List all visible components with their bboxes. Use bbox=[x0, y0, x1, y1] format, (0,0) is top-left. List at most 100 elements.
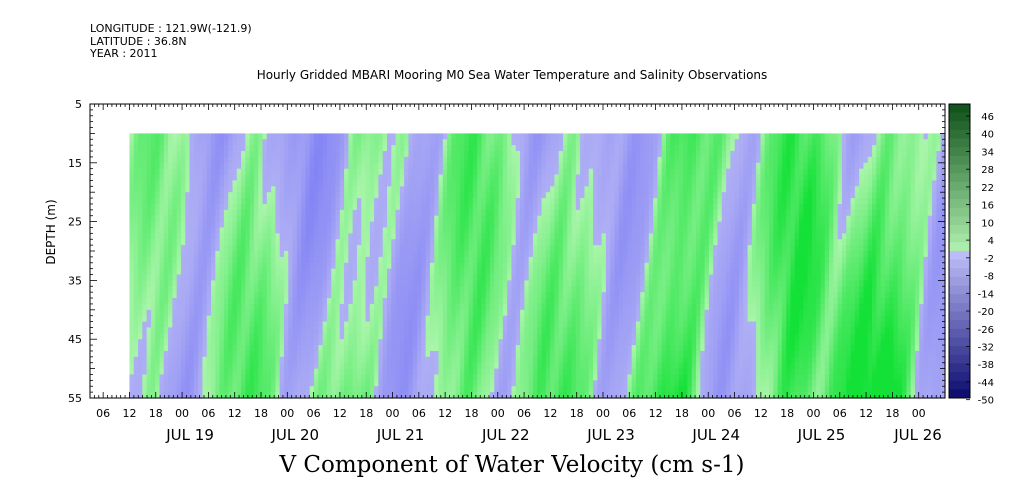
heatmap-cell bbox=[468, 315, 474, 323]
heatmap-cell bbox=[211, 215, 216, 223]
heatmap-cell bbox=[425, 327, 431, 334]
heatmap-cell bbox=[472, 221, 478, 229]
heatmap-cell bbox=[562, 303, 568, 311]
heatmap-cell bbox=[339, 256, 345, 264]
heatmap-cell bbox=[429, 256, 435, 264]
heatmap-cell bbox=[507, 315, 513, 323]
heatmap-cell bbox=[498, 133, 504, 140]
heatmap-cell bbox=[550, 227, 555, 234]
heatmap-cell bbox=[442, 180, 448, 187]
heatmap-cell bbox=[554, 198, 560, 205]
heatmap-cell bbox=[425, 274, 431, 281]
heatmap-cell bbox=[155, 251, 161, 258]
heatmap-cell bbox=[404, 233, 410, 240]
heatmap-cell bbox=[185, 292, 191, 299]
heatmap-cell bbox=[305, 251, 311, 258]
heatmap-cell bbox=[361, 362, 367, 370]
heatmap-cell bbox=[395, 186, 401, 193]
heatmap-cell bbox=[511, 168, 517, 176]
heatmap-cell bbox=[567, 215, 573, 223]
heatmap-cell bbox=[494, 174, 500, 182]
heatmap-cell bbox=[249, 145, 255, 152]
heatmap-cell bbox=[271, 268, 276, 276]
heatmap-cell bbox=[562, 333, 568, 340]
heatmap-cell bbox=[129, 321, 135, 329]
heatmap-cell bbox=[391, 374, 397, 381]
heatmap-cell bbox=[507, 203, 513, 211]
heatmap-cell bbox=[344, 309, 349, 317]
heatmap-cell bbox=[382, 227, 388, 234]
heatmap-cell bbox=[472, 392, 478, 399]
heatmap-cell bbox=[395, 333, 401, 340]
heatmap-cell bbox=[202, 180, 208, 187]
heatmap-cell bbox=[511, 198, 517, 205]
heatmap-cell bbox=[266, 321, 272, 329]
heatmap-cell bbox=[275, 256, 281, 264]
heatmap-cell bbox=[442, 198, 448, 205]
heatmap-cell bbox=[421, 368, 427, 376]
heatmap-cell bbox=[545, 162, 551, 170]
heatmap-cell bbox=[575, 192, 581, 199]
heatmap-cell bbox=[326, 174, 332, 182]
heatmap-cell bbox=[515, 168, 521, 176]
heatmap-cell bbox=[571, 233, 577, 240]
heatmap-cell bbox=[150, 133, 156, 140]
heatmap-cell bbox=[584, 192, 590, 199]
heatmap-cell bbox=[318, 203, 324, 211]
heatmap-cell bbox=[451, 374, 457, 381]
heatmap-cell bbox=[562, 192, 568, 199]
heatmap-cell bbox=[185, 133, 191, 140]
heatmap-cell bbox=[215, 333, 221, 340]
heatmap-cell bbox=[142, 151, 148, 158]
heatmap-cell bbox=[365, 362, 371, 370]
heatmap-cell bbox=[344, 239, 349, 246]
heatmap-cell bbox=[434, 133, 440, 140]
heatmap-cell bbox=[468, 321, 474, 329]
heatmap-cell bbox=[541, 151, 547, 158]
heatmap-cell bbox=[404, 321, 410, 329]
heatmap-cell bbox=[464, 345, 470, 352]
heatmap-cell bbox=[532, 333, 538, 340]
heatmap-cell bbox=[562, 215, 568, 223]
heatmap-cell bbox=[399, 215, 405, 223]
heatmap-cell bbox=[189, 256, 195, 264]
heatmap-cell bbox=[314, 239, 319, 246]
heatmap-cell bbox=[575, 356, 581, 364]
heatmap-cell bbox=[472, 262, 478, 270]
heatmap-cell bbox=[464, 280, 470, 287]
heatmap-cell bbox=[223, 251, 229, 258]
heatmap-cell bbox=[301, 298, 307, 305]
heatmap-cell bbox=[142, 292, 148, 299]
heatmap-cell bbox=[571, 198, 577, 205]
heatmap-cell bbox=[146, 321, 152, 329]
heatmap-cell bbox=[138, 133, 143, 140]
heatmap-cell bbox=[185, 392, 191, 399]
heatmap-cell bbox=[189, 345, 195, 352]
heatmap-cell bbox=[185, 327, 191, 334]
heatmap-cell bbox=[511, 280, 517, 287]
heatmap-cell bbox=[361, 339, 367, 346]
heatmap-cell bbox=[326, 145, 332, 152]
heatmap-cell bbox=[189, 133, 195, 140]
heatmap-cell bbox=[249, 292, 255, 299]
heatmap-cell bbox=[502, 315, 508, 323]
heatmap-cell bbox=[301, 221, 307, 229]
heatmap-cell bbox=[365, 256, 371, 264]
heatmap-cell bbox=[138, 198, 143, 205]
heatmap-cell bbox=[601, 286, 607, 293]
heatmap-cell bbox=[283, 133, 289, 140]
heatmap-cell bbox=[159, 327, 165, 334]
heatmap-cell bbox=[129, 356, 135, 364]
heatmap-cell bbox=[515, 215, 521, 223]
heatmap-cell bbox=[575, 233, 581, 240]
heatmap-cell bbox=[344, 274, 349, 281]
heatmap-cell bbox=[498, 198, 504, 205]
heatmap-cell bbox=[198, 256, 204, 264]
heatmap-cell bbox=[584, 209, 590, 217]
heatmap-cell bbox=[314, 298, 319, 305]
heatmap-cell bbox=[168, 368, 173, 376]
heatmap-cell bbox=[249, 203, 255, 211]
heatmap-cell bbox=[472, 321, 478, 329]
heatmap-cell bbox=[365, 315, 371, 323]
heatmap-cell bbox=[395, 356, 401, 364]
